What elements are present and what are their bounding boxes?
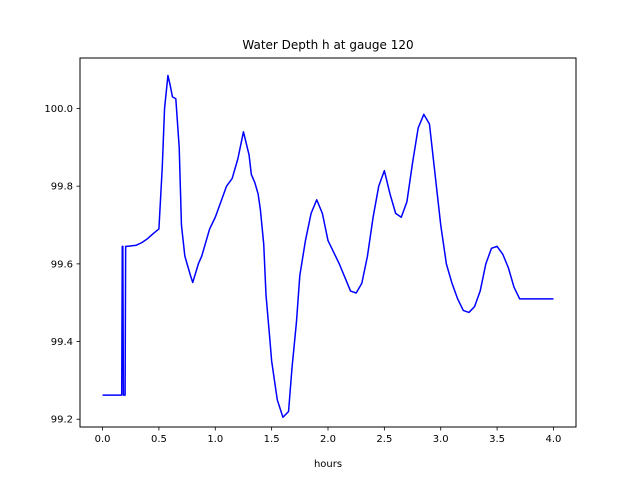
x-axis-label: hours bbox=[314, 459, 342, 470]
x-tick-label: 4.0 bbox=[546, 434, 562, 445]
x-tick-label: 1.0 bbox=[207, 434, 223, 445]
x-tick-label: 1.5 bbox=[264, 434, 280, 445]
plot-area bbox=[79, 57, 577, 428]
series-line-0 bbox=[102, 74, 554, 419]
y-tick-label: 99.8 bbox=[51, 182, 73, 193]
y-tick-label: 100.0 bbox=[44, 104, 73, 115]
y-tick-label: 99.2 bbox=[51, 415, 73, 426]
x-tick-label: 0.5 bbox=[151, 434, 167, 445]
x-tick-label: 3.0 bbox=[433, 434, 449, 445]
y-tick-label: 99.4 bbox=[51, 337, 73, 348]
x-tick-label: 3.5 bbox=[489, 434, 505, 445]
x-tick-label: 2.0 bbox=[320, 434, 336, 445]
x-tick-label: 0.0 bbox=[95, 434, 111, 445]
y-axis: 99.2 99.4 99.6 99.8 100.0 bbox=[44, 104, 80, 426]
plot-frame bbox=[79, 57, 577, 428]
chart-title: Water Depth h at gauge 120 bbox=[242, 38, 413, 52]
x-axis: 0.0 0.5 1.0 1.5 2.0 2.5 3.0 3.5 4.0 bbox=[95, 427, 562, 445]
x-tick-label: 2.5 bbox=[376, 434, 392, 445]
y-tick-label: 99.6 bbox=[51, 259, 73, 270]
